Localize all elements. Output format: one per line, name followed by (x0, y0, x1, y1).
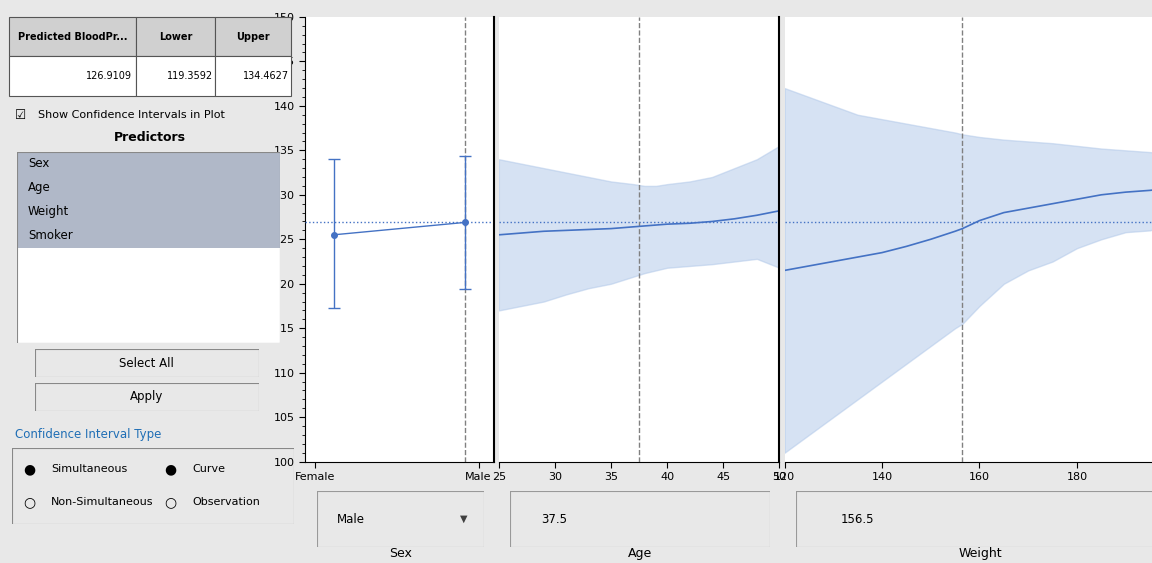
Text: Predicted BloodPr...: Predicted BloodPr... (18, 32, 128, 42)
Text: ●: ● (23, 462, 35, 476)
Text: Non-Simultaneous: Non-Simultaneous (51, 497, 153, 507)
Bar (9, 56, 136, 96)
Bar (136, 56, 215, 96)
Text: ○: ○ (23, 495, 35, 510)
Text: 37.5: 37.5 (541, 512, 568, 526)
Text: Show Confidence Intervals in Plot: Show Confidence Intervals in Plot (38, 110, 225, 120)
Text: Age: Age (28, 181, 51, 194)
Text: ▼: ▼ (460, 514, 468, 524)
Text: Predictors: Predictors (114, 131, 185, 144)
Text: Male: Male (336, 512, 365, 526)
Text: 134.4627: 134.4627 (243, 71, 289, 81)
Text: Curve: Curve (192, 464, 225, 474)
Bar (215, 56, 291, 96)
Text: Sex: Sex (389, 547, 411, 560)
Bar (136, 17, 215, 56)
Text: ●: ● (164, 462, 176, 476)
Text: Confidence Interval Type: Confidence Interval Type (15, 428, 161, 441)
Text: Select All: Select All (120, 356, 174, 370)
Text: Simultaneous: Simultaneous (51, 464, 127, 474)
Bar (215, 17, 291, 56)
Text: Weight: Weight (28, 205, 69, 218)
Bar (9, 17, 136, 56)
Text: 119.3592: 119.3592 (167, 71, 213, 81)
Text: 126.9109: 126.9109 (86, 71, 132, 81)
Text: ☑: ☑ (15, 109, 26, 122)
Text: Lower: Lower (159, 32, 192, 42)
Text: 156.5: 156.5 (840, 512, 873, 526)
Text: Upper: Upper (236, 32, 271, 42)
Text: Apply: Apply (130, 390, 164, 404)
Text: Weight: Weight (958, 547, 1002, 560)
Text: Sex: Sex (28, 158, 50, 171)
Text: Smoker: Smoker (28, 229, 73, 242)
Text: Age: Age (628, 547, 652, 560)
Text: ○: ○ (164, 495, 176, 510)
Text: Observation: Observation (192, 497, 260, 507)
